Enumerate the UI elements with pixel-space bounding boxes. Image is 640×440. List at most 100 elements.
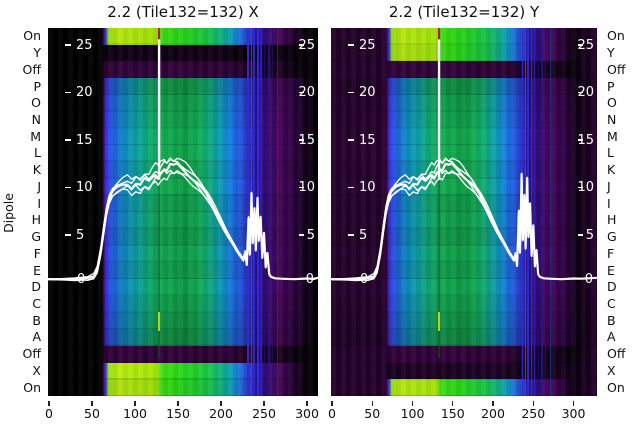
dipole-label: E bbox=[607, 262, 615, 278]
spectrum-line bbox=[331, 170, 597, 282]
heatmap-row bbox=[331, 379, 597, 396]
x-tick-label: 250 bbox=[521, 406, 546, 421]
dipole-label: H bbox=[31, 212, 41, 228]
dipole-label: M bbox=[607, 128, 618, 144]
dipole-label: G bbox=[607, 229, 617, 245]
dipole-label: O bbox=[607, 95, 617, 111]
dipole-label: D bbox=[31, 279, 41, 295]
heatmap-row bbox=[331, 161, 597, 180]
green-column-mark bbox=[158, 106, 161, 358]
heatmap-row bbox=[331, 94, 597, 113]
x-tick-mark bbox=[263, 401, 265, 406]
dipole-label: On bbox=[23, 379, 41, 395]
heatmap-row bbox=[331, 295, 597, 313]
value-tick-label: 5 bbox=[306, 227, 315, 243]
spectrum-line bbox=[48, 157, 318, 281]
dipole-label: K bbox=[32, 162, 41, 178]
spectrum-line bbox=[48, 157, 318, 280]
value-tick-label: 20 bbox=[298, 85, 315, 100]
heatmap-row bbox=[331, 262, 597, 280]
dipole-label: K bbox=[607, 162, 616, 178]
value-tick-label: 15 bbox=[359, 132, 376, 148]
value-tick-dash bbox=[65, 91, 71, 94]
heatmap-row bbox=[331, 329, 597, 347]
dipole-label: X bbox=[32, 362, 41, 378]
value-tick-label: 20 bbox=[359, 85, 376, 100]
dipole-label: B bbox=[32, 312, 41, 328]
x-tick-mark bbox=[532, 401, 534, 406]
dipole-label: I bbox=[607, 195, 611, 211]
heatmap-row bbox=[331, 145, 597, 163]
dipole-label: L bbox=[607, 145, 614, 161]
heatmap-row bbox=[331, 111, 597, 129]
heatmap-row bbox=[331, 362, 597, 380]
value-tick-label: 20 bbox=[577, 85, 594, 100]
value-tick-dash bbox=[578, 139, 583, 141]
value-tick-label: 15 bbox=[577, 132, 594, 148]
x-tick-label: 50 bbox=[364, 406, 381, 421]
x-tick-label: 0 bbox=[328, 406, 336, 421]
value-tick-label: 10 bbox=[577, 180, 594, 195]
yellow-tick-mark bbox=[158, 312, 161, 331]
x-tick-label: 150 bbox=[440, 406, 465, 421]
dipole-label: P bbox=[607, 78, 615, 94]
value-tick-dash bbox=[348, 44, 354, 46]
dipole-label: E bbox=[33, 262, 41, 278]
x-tick-label: 200 bbox=[209, 406, 233, 421]
dipole-label: J bbox=[37, 178, 41, 194]
dipole-label: F bbox=[33, 245, 41, 261]
x-tick-mark bbox=[331, 401, 333, 406]
rfi-stripe bbox=[264, 28, 266, 396]
spectrum-line-plot bbox=[48, 39, 318, 282]
dipole-label: C bbox=[607, 296, 616, 311]
heatmap-row bbox=[331, 345, 597, 364]
dipole-label: I bbox=[37, 195, 41, 211]
value-tick-dash bbox=[65, 186, 71, 189]
value-tick-dash bbox=[65, 44, 71, 46]
dipole-label: H bbox=[607, 212, 617, 228]
heatmap-row bbox=[331, 78, 597, 96]
value-tick-label: 10 bbox=[298, 180, 315, 195]
zero-tick-label: 0 bbox=[305, 271, 314, 287]
rfi-stripe bbox=[260, 28, 262, 396]
dipole-label: On bbox=[607, 28, 625, 44]
x-tick-mark bbox=[177, 401, 179, 406]
value-tick-dash bbox=[578, 186, 583, 189]
rfi-stripe bbox=[537, 28, 539, 396]
red-tick-mark bbox=[438, 28, 441, 39]
x-tick-mark bbox=[492, 401, 494, 406]
x-tick-label: 200 bbox=[481, 406, 505, 421]
x-tick-label: 300 bbox=[295, 406, 319, 421]
value-tick-dash bbox=[348, 186, 354, 189]
x-tick-label: 300 bbox=[561, 406, 586, 421]
value-tick-dash bbox=[299, 186, 304, 189]
x-tick-label: 0 bbox=[45, 406, 53, 421]
dipole-label: P bbox=[33, 78, 41, 94]
dipole-label: N bbox=[607, 112, 617, 127]
dipole-label: Y bbox=[33, 45, 41, 61]
rfi-stripe bbox=[544, 28, 546, 396]
zero-tick-label: 0 bbox=[77, 271, 86, 287]
x-tick-label: 250 bbox=[252, 406, 276, 421]
dipole-label: C bbox=[32, 296, 41, 311]
value-tick-label: 20 bbox=[76, 85, 93, 100]
rfi-stripe bbox=[533, 28, 536, 396]
value-tick-dash bbox=[578, 44, 583, 46]
red-tick-mark bbox=[158, 28, 161, 39]
value-tick-dash bbox=[578, 91, 583, 94]
value-tick-label: 5 bbox=[76, 227, 85, 243]
spectrum-line bbox=[48, 170, 318, 282]
value-tick-label: 5 bbox=[359, 227, 368, 243]
heatmap-row bbox=[331, 44, 597, 63]
heatmap-row bbox=[331, 312, 597, 330]
rfi-stripe bbox=[272, 28, 274, 396]
dipole-label: N bbox=[31, 112, 41, 127]
dipole-label: Y bbox=[607, 45, 615, 61]
dipole-label: Off bbox=[22, 61, 41, 77]
value-tick-label: 10 bbox=[76, 180, 93, 195]
x-tick-mark bbox=[48, 401, 50, 406]
left-panel-title: 2.2 (Tile132=132) X bbox=[107, 3, 259, 21]
value-tick-label: 25 bbox=[76, 37, 93, 53]
rfi-stripe bbox=[549, 28, 551, 396]
x-tick-mark bbox=[572, 401, 575, 406]
